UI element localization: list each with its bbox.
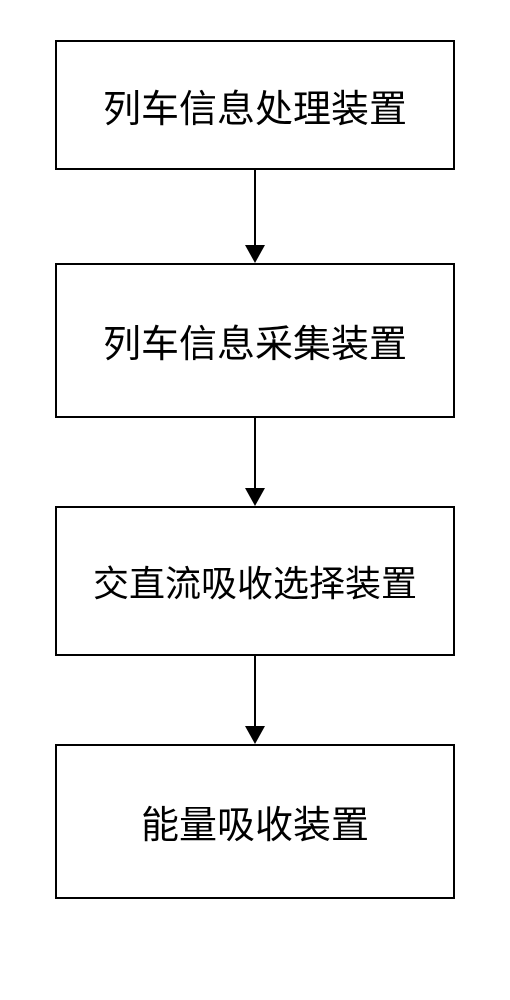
node-label: 能量吸收装置 [141,794,369,849]
flowchart-node-3: 交直流吸收选择装置 [55,506,455,656]
node-label: 列车信息采集装置 [103,313,407,368]
flowchart-arrow-2 [245,418,265,506]
arrow-line [254,170,256,245]
flowchart-node-2: 列车信息采集装置 [55,263,455,418]
arrow-head-icon [245,726,265,744]
node-label: 列车信息处理装置 [103,78,407,133]
flowchart-node-4: 能量吸收装置 [55,744,455,899]
flowchart-node-1: 列车信息处理装置 [55,40,455,170]
flowchart-arrow-1 [245,170,265,263]
flowchart-arrow-3 [245,656,265,744]
arrow-line [254,656,256,726]
arrow-head-icon [245,488,265,506]
arrow-head-icon [245,245,265,263]
node-label: 交直流吸收选择装置 [93,555,417,607]
flowchart-container: 列车信息处理装置 列车信息采集装置 交直流吸收选择装置 能量吸收装置 [55,40,455,899]
arrow-line [254,418,256,488]
